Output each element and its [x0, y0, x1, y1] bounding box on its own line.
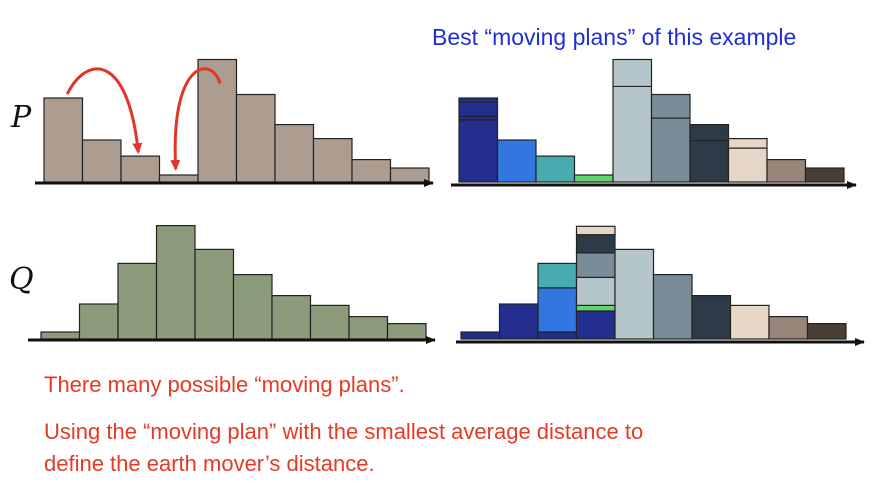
plan-p-bar-1: [458, 97, 499, 183]
plan-p-bar-6: [650, 93, 691, 183]
plan-p-bar-4: [573, 174, 614, 183]
q-bar-4: [155, 225, 196, 340]
plan-q-bar-9-seg-1: [768, 316, 809, 340]
plan-p-bar-8: [727, 138, 768, 183]
p-bar-3: [120, 155, 161, 183]
q-bar-8: [309, 304, 350, 340]
plan-q-bar-2-seg-1: [498, 303, 539, 340]
q-bar-1: [40, 331, 81, 340]
plan-q-bar-3-seg-2: [537, 287, 578, 333]
caption-line-3: define the earth mover’s distance.: [44, 451, 375, 476]
p-bar-2: [81, 139, 122, 183]
p-bar-4: [158, 174, 199, 183]
plan-p-bar-3: [535, 155, 576, 183]
caption-line-1: There many possible “moving plans”.: [44, 372, 405, 397]
plan-p-bar-9: [766, 159, 807, 183]
plan-q-bar-5-seg-1: [614, 248, 655, 340]
q-bar-5: [194, 248, 235, 340]
q-bar-7: [271, 295, 312, 340]
p-bar-7: [274, 123, 315, 183]
plan-q-bar-6-seg-1: [652, 274, 693, 340]
plan-q-bar-1-seg-1: [460, 331, 501, 340]
q-bar-10: [386, 323, 427, 340]
plan-q-bar-10-seg-1: [806, 323, 847, 340]
plan-q-bar-8-seg-1: [729, 304, 770, 340]
plan-q-bar-3-seg-3: [537, 262, 578, 289]
label-q: Q: [9, 262, 34, 297]
p-bar-8: [312, 138, 353, 183]
plan-q-bar-4-seg-1: [575, 310, 616, 340]
plan-p-bar-10: [804, 167, 845, 183]
caption-line-2: Using the “moving plan” with the smalles…: [44, 419, 644, 444]
plan-title: Best “moving plans” of this example: [432, 24, 797, 50]
plan-q-bar-4-seg-6: [575, 225, 616, 236]
plan-q-bar-4-seg-5: [575, 234, 616, 254]
plan-q-bar-7-seg-1: [691, 295, 732, 340]
plan-q-bar-4-seg-2: [575, 304, 616, 312]
plan-p-bar-7: [689, 123, 730, 183]
p-bar-10: [389, 167, 430, 183]
q-bar-3: [117, 262, 158, 340]
plan-q-bar-4-seg-4: [575, 252, 616, 278]
q-bar-9: [348, 316, 389, 340]
plan-q-bar-3-seg-1: [537, 331, 578, 340]
plan-p-bar-2: [496, 139, 537, 183]
p-bar-6: [235, 93, 276, 183]
q-bar-6: [232, 274, 273, 340]
p-bar-9: [351, 159, 392, 183]
q-bar-2: [78, 303, 119, 340]
plan-p-bar-5: [612, 58, 653, 183]
p-bar-1: [43, 97, 84, 183]
plan-q-bar-4-seg-3: [575, 276, 616, 306]
move-arrow-1: [65, 67, 143, 155]
label-p: P: [11, 100, 32, 135]
move-arrow-2: [170, 67, 222, 171]
